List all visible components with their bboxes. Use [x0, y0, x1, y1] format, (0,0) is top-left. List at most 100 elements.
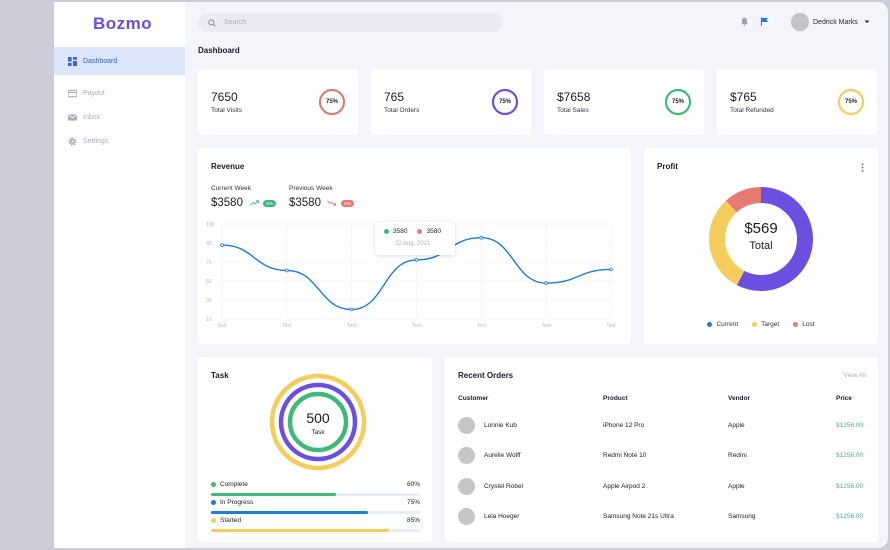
- previous-week-badge: 5%: [341, 200, 354, 207]
- data-point[interactable]: [544, 281, 548, 285]
- current-week-label: Current Week: [211, 185, 251, 192]
- price: $1256.00: [836, 513, 864, 520]
- current-week-badge: 5%: [263, 200, 276, 207]
- profit-label: Total: [749, 240, 773, 252]
- stat-card-refunded: $765 Total Refunded 75%: [717, 69, 877, 135]
- sidebar-item-dashboard[interactable]: Dashboard: [54, 47, 185, 75]
- legend-item-lost: Lost: [793, 321, 815, 328]
- search-bar[interactable]: [198, 13, 503, 32]
- data-point[interactable]: [414, 258, 419, 262]
- user-avatar: [791, 13, 809, 31]
- progress-label: Started: [220, 517, 241, 524]
- y-tick-label: 50: [206, 279, 212, 285]
- ring-complete: [287, 391, 349, 453]
- view-all-link[interactable]: View All: [843, 372, 866, 379]
- column-header-product: Product: [603, 395, 628, 402]
- progress-fill: [211, 511, 368, 514]
- customer-name: Lonnie Kub: [484, 422, 517, 429]
- product-name: Samsung Note 21s Ultra: [603, 513, 674, 520]
- sidebar-item-inbox[interactable]: Inbox: [54, 103, 185, 131]
- revenue-title: Revenue: [211, 162, 245, 171]
- vendor-name: Redmi: [728, 452, 747, 459]
- tooltip-current-value: 3580: [393, 228, 408, 235]
- stat-label: Total Visits: [211, 107, 242, 114]
- progress-percent: 75%: [844, 99, 857, 105]
- product-name: Apple Airpod 2: [603, 483, 646, 490]
- price: $1256.00: [836, 452, 864, 459]
- recent-orders-card: Recent Orders View All Customer Product …: [445, 357, 878, 542]
- sidebar-item-settings[interactable]: Settings: [54, 127, 185, 155]
- current-week-value: $3580: [211, 197, 243, 209]
- x-tick-label: Text: [477, 323, 487, 329]
- dashboard-frame: Bozmo Dashboard Payout Inbox: [54, 2, 888, 548]
- data-point[interactable]: [220, 243, 224, 247]
- progress-ring: 75%: [491, 88, 519, 116]
- x-tick-label: Text: [282, 323, 292, 329]
- bell-icon[interactable]: [740, 17, 749, 26]
- previous-week-value: $3580: [289, 197, 321, 209]
- task-rings-chart: [269, 373, 367, 471]
- y-tick-label: 10: [206, 317, 212, 323]
- dashboard-icon: [68, 56, 77, 66]
- progress-ring: 75%: [837, 88, 865, 116]
- progress-row-complete: Complete 60%: [211, 481, 420, 496]
- profit-card: Profit $569 Total Current Target Lost: [644, 148, 878, 344]
- task-total-label: Task: [311, 429, 325, 436]
- data-point[interactable]: [349, 307, 354, 312]
- progress-percent: 75%: [671, 99, 684, 105]
- y-tick-label: 80: [206, 241, 212, 247]
- stat-value: 765: [384, 90, 405, 104]
- column-header-vendor: Vendor: [728, 395, 751, 402]
- progress-percent: 75%: [325, 99, 338, 105]
- sidebar-item-label: Dashboard: [83, 57, 118, 65]
- sidebar-item-label: Inbox: [83, 113, 101, 121]
- progress-percent: 75%: [406, 499, 420, 506]
- app-logo[interactable]: Bozmo: [93, 14, 153, 33]
- trend-up-icon: [250, 200, 259, 206]
- stat-card-orders: 765 Total Orders 75%: [371, 69, 531, 135]
- progress-row-started: Started 85%: [211, 517, 420, 532]
- gear-icon: [68, 136, 77, 146]
- progress-fill: [211, 493, 337, 496]
- data-point[interactable]: [285, 268, 289, 273]
- data-point[interactable]: [479, 235, 484, 240]
- stat-value: 7650: [211, 90, 238, 104]
- search-input[interactable]: [224, 19, 474, 26]
- progress-label: Complete: [220, 481, 248, 488]
- data-point[interactable]: [609, 267, 613, 272]
- stat-value: $7658: [557, 90, 591, 104]
- legend-item-target: Target: [752, 321, 779, 328]
- x-tick-label: Text: [412, 323, 422, 329]
- chart-tooltip: 3580 3580 22 Aug, 2021: [375, 222, 455, 255]
- customer-name: Crystel Robel: [484, 483, 524, 490]
- task-title: Task: [211, 371, 229, 380]
- mail-icon: [68, 113, 77, 121]
- previous-week-label: Previous Week: [289, 185, 333, 192]
- legend-item-current: Current: [707, 321, 738, 328]
- donut-segment-target: [709, 187, 813, 291]
- sidebar-item-payout[interactable]: Payout: [54, 79, 185, 107]
- user-menu[interactable]: Dedrick Marks: [791, 13, 870, 31]
- price: $1256.00: [836, 483, 864, 490]
- product-name: iPhone 12 Pro: [603, 422, 645, 429]
- progress-percent: 60%: [406, 481, 420, 488]
- sidebar-item-label: Settings: [83, 137, 109, 145]
- card-icon: [68, 89, 77, 97]
- task-total: 500: [306, 410, 330, 426]
- progress-percent: 85%: [406, 517, 420, 524]
- more-vertical-icon[interactable]: [861, 163, 864, 172]
- profit-legend: Current Target Lost: [644, 321, 878, 328]
- customer-name: Lela Hoeger: [484, 513, 520, 520]
- vendor-name: Samsung: [728, 513, 756, 520]
- column-header-customer: Customer: [458, 395, 489, 402]
- flag-icon[interactable]: [760, 17, 769, 26]
- x-tick-label: Text: [542, 323, 552, 329]
- profit-donut-chart: [709, 187, 813, 291]
- y-tick-label: 100: [206, 222, 215, 228]
- column-header-price: Price: [836, 395, 852, 402]
- progress-row-in-progress: In Progress 75%: [211, 499, 420, 514]
- vendor-name: Apple: [728, 422, 745, 429]
- avatar: [458, 508, 475, 525]
- progress-ring: 75%: [318, 88, 346, 116]
